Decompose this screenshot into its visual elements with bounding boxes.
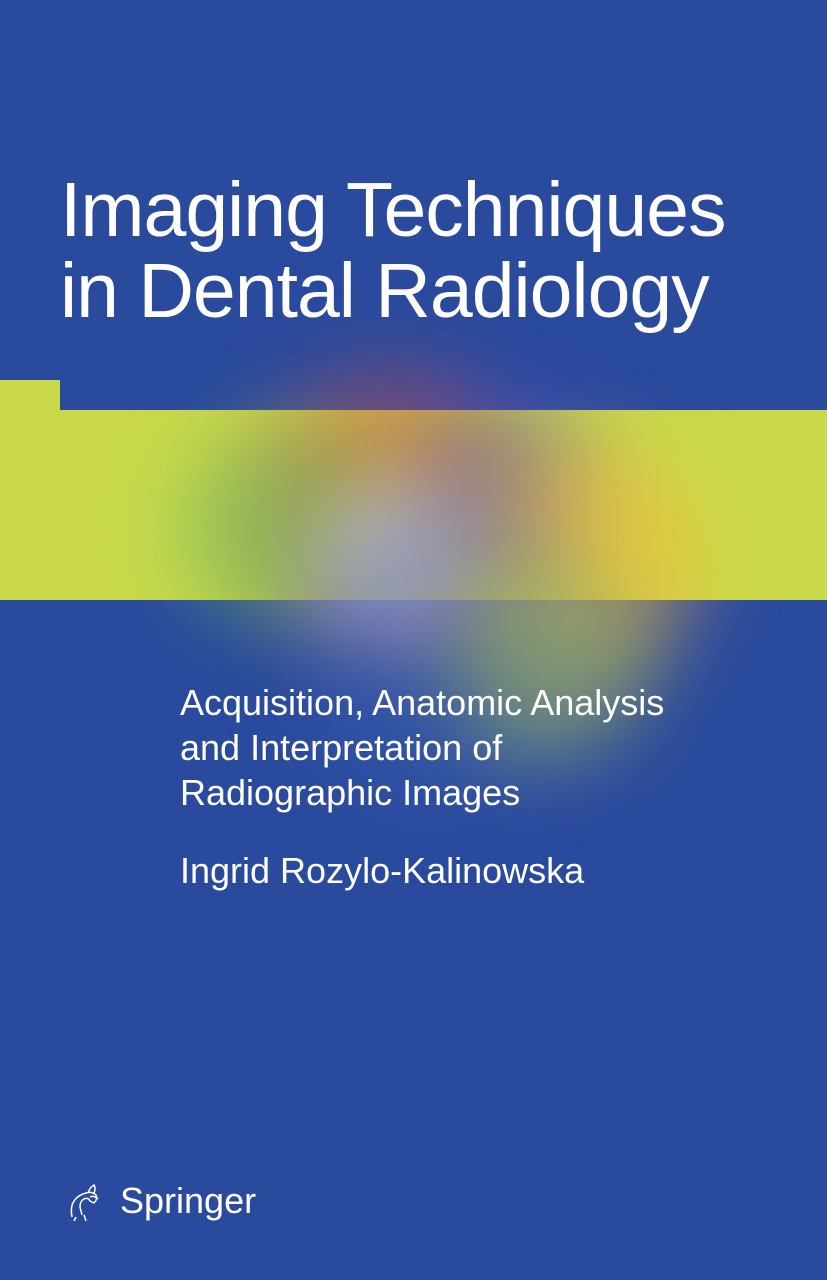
publisher-block: Springer <box>60 1177 256 1225</box>
book-author: Ingrid Rozylo-Kalinowska <box>180 850 584 892</box>
band-gap <box>60 380 85 410</box>
book-subtitle: Acquisition, Anatomic Analysis and Inter… <box>180 680 707 815</box>
book-title: Imaging Techniques in Dental Radiology <box>60 170 787 332</box>
book-cover: Imaging Techniques in Dental Radiology A… <box>0 0 827 1280</box>
springer-horse-icon <box>60 1177 108 1225</box>
publisher-name: Springer <box>120 1180 256 1222</box>
decorative-band <box>0 380 827 600</box>
band-accent-top <box>0 380 60 410</box>
